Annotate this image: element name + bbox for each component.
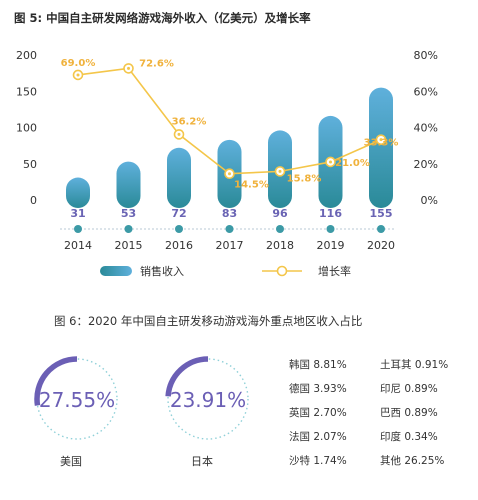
figure6-title: 图 6：2020 年中国自主研发移动游戏海外重点地区收入占比 — [54, 314, 363, 328]
growth-rate-point-dot — [127, 66, 130, 70]
growth-rate-label: 21.0% — [335, 158, 370, 169]
x-axis-marker — [175, 225, 183, 233]
revenue-bar-label: 96 — [272, 207, 288, 220]
revenue-bar-label: 31 — [70, 207, 85, 220]
growth-rate-label: 33.3% — [364, 138, 399, 149]
right-tick-label: 20% — [414, 158, 438, 171]
revenue-bar-label: 83 — [222, 207, 237, 220]
x-axis-marker — [377, 225, 385, 233]
legend-revenue-label: 销售收入 — [140, 264, 184, 278]
x-axis-marker — [225, 225, 234, 233]
x-tick-label: 2019 — [317, 239, 345, 252]
share-item: 英国 2.70% — [289, 406, 347, 419]
share-item: 印度 0.34% — [380, 430, 438, 443]
right-tick-label: 40% — [414, 122, 438, 135]
x-axis-marker — [326, 225, 335, 233]
revenue-bar — [66, 177, 90, 208]
share-row: 韩国 8.81% 土耳其 0.91% — [289, 352, 471, 376]
share-item: 土耳其 0.91% — [380, 358, 449, 371]
share-row: 德国 3.93% 印尼 0.89% — [289, 376, 471, 400]
x-tick-label: 2014 — [64, 239, 92, 252]
growth-rate-point-dot — [379, 138, 383, 142]
growth-rate-label: 69.0% — [61, 58, 96, 69]
legend-growth-marker — [276, 265, 288, 277]
revenue-bar — [369, 87, 393, 208]
x-axis-marker — [124, 225, 133, 233]
ring-country-label: 美国 — [60, 455, 82, 468]
right-tick-label: 60% — [414, 85, 438, 98]
growth-rate-label: 36.2% — [172, 116, 207, 127]
x-tick-label: 2020 — [367, 239, 395, 252]
ring-value-label: 23.91% — [170, 388, 246, 412]
revenue-bar-label: 116 — [319, 207, 342, 220]
ring-track — [167, 358, 249, 440]
x-tick-label: 2016 — [165, 239, 193, 252]
share-row: 法国 2.07% 印度 0.34% — [289, 424, 471, 448]
ring-arc — [34, 356, 78, 406]
share-item: 印尼 0.89% — [380, 382, 438, 395]
figure5-title: 图 5: 中国自主研发网络游戏海外收入（亿美元）及增长率 — [14, 11, 311, 25]
ring-track — [36, 358, 118, 440]
growth-rate-label: 15.8% — [287, 173, 322, 184]
ring-value-label: 27.55% — [39, 388, 115, 412]
legend-growth-label: 增长率 — [318, 264, 351, 278]
share-item: 其他 26.25% — [380, 454, 445, 467]
revenue-bar-label: 72 — [171, 207, 186, 220]
revenue-bar — [116, 161, 141, 208]
share-row: 英国 2.70% 巴西 0.89% — [289, 400, 471, 424]
share-item: 德国 3.93% — [289, 382, 347, 395]
growth-rate-point-dot — [76, 73, 80, 77]
region-share-list: 韩国 8.81% 土耳其 0.91% 德国 3.93% 印尼 0.89% 英国 2.70… — [289, 352, 471, 472]
share-row: 沙特 1.74% 其他 26.25% — [289, 448, 471, 472]
share-item: 韩国 8.81% — [289, 358, 347, 371]
left-tick-label: 150 — [16, 85, 37, 98]
growth-rate-point-dot — [177, 132, 181, 136]
revenue-bar — [167, 147, 191, 208]
x-tick-label: 2017 — [216, 239, 244, 252]
share-item: 巴西 0.89% — [380, 406, 438, 419]
x-tick-label: 2018 — [266, 239, 294, 252]
right-tick-label: 0% — [421, 194, 438, 207]
region-share-rings: 27.55% 美国 23.91% 日本 — [34, 356, 249, 468]
revenue-growth-chart: 0 50 100 150 200 0% 20% 40% 60% 80% 31 53 72 83 96 116… — [16, 49, 438, 278]
left-tick-label: 200 — [16, 49, 37, 62]
growth-rate-point-dot — [329, 160, 332, 164]
legend-revenue-swatch — [100, 266, 132, 276]
x-axis-marker — [74, 225, 82, 233]
growth-rate-point-dot — [278, 169, 282, 173]
left-tick-label: 100 — [16, 122, 37, 135]
ring-country-label: 日本 — [191, 454, 213, 468]
x-axis-marker — [276, 225, 284, 233]
revenue-bar-label: 155 — [370, 207, 393, 220]
revenue-bar-label: 53 — [121, 207, 136, 220]
growth-rate-label: 72.6% — [139, 58, 174, 69]
right-tick-label: 80% — [414, 49, 438, 62]
left-tick-label: 50 — [23, 158, 37, 171]
x-tick-label: 2015 — [115, 239, 143, 252]
share-item: 法国 2.07% — [289, 430, 347, 443]
growth-rate-point-dot — [228, 172, 231, 176]
left-tick-label: 0 — [30, 194, 37, 207]
share-item: 沙特 1.74% — [289, 454, 347, 467]
ring-arc — [165, 356, 209, 397]
growth-rate-label: 14.5% — [234, 180, 269, 191]
